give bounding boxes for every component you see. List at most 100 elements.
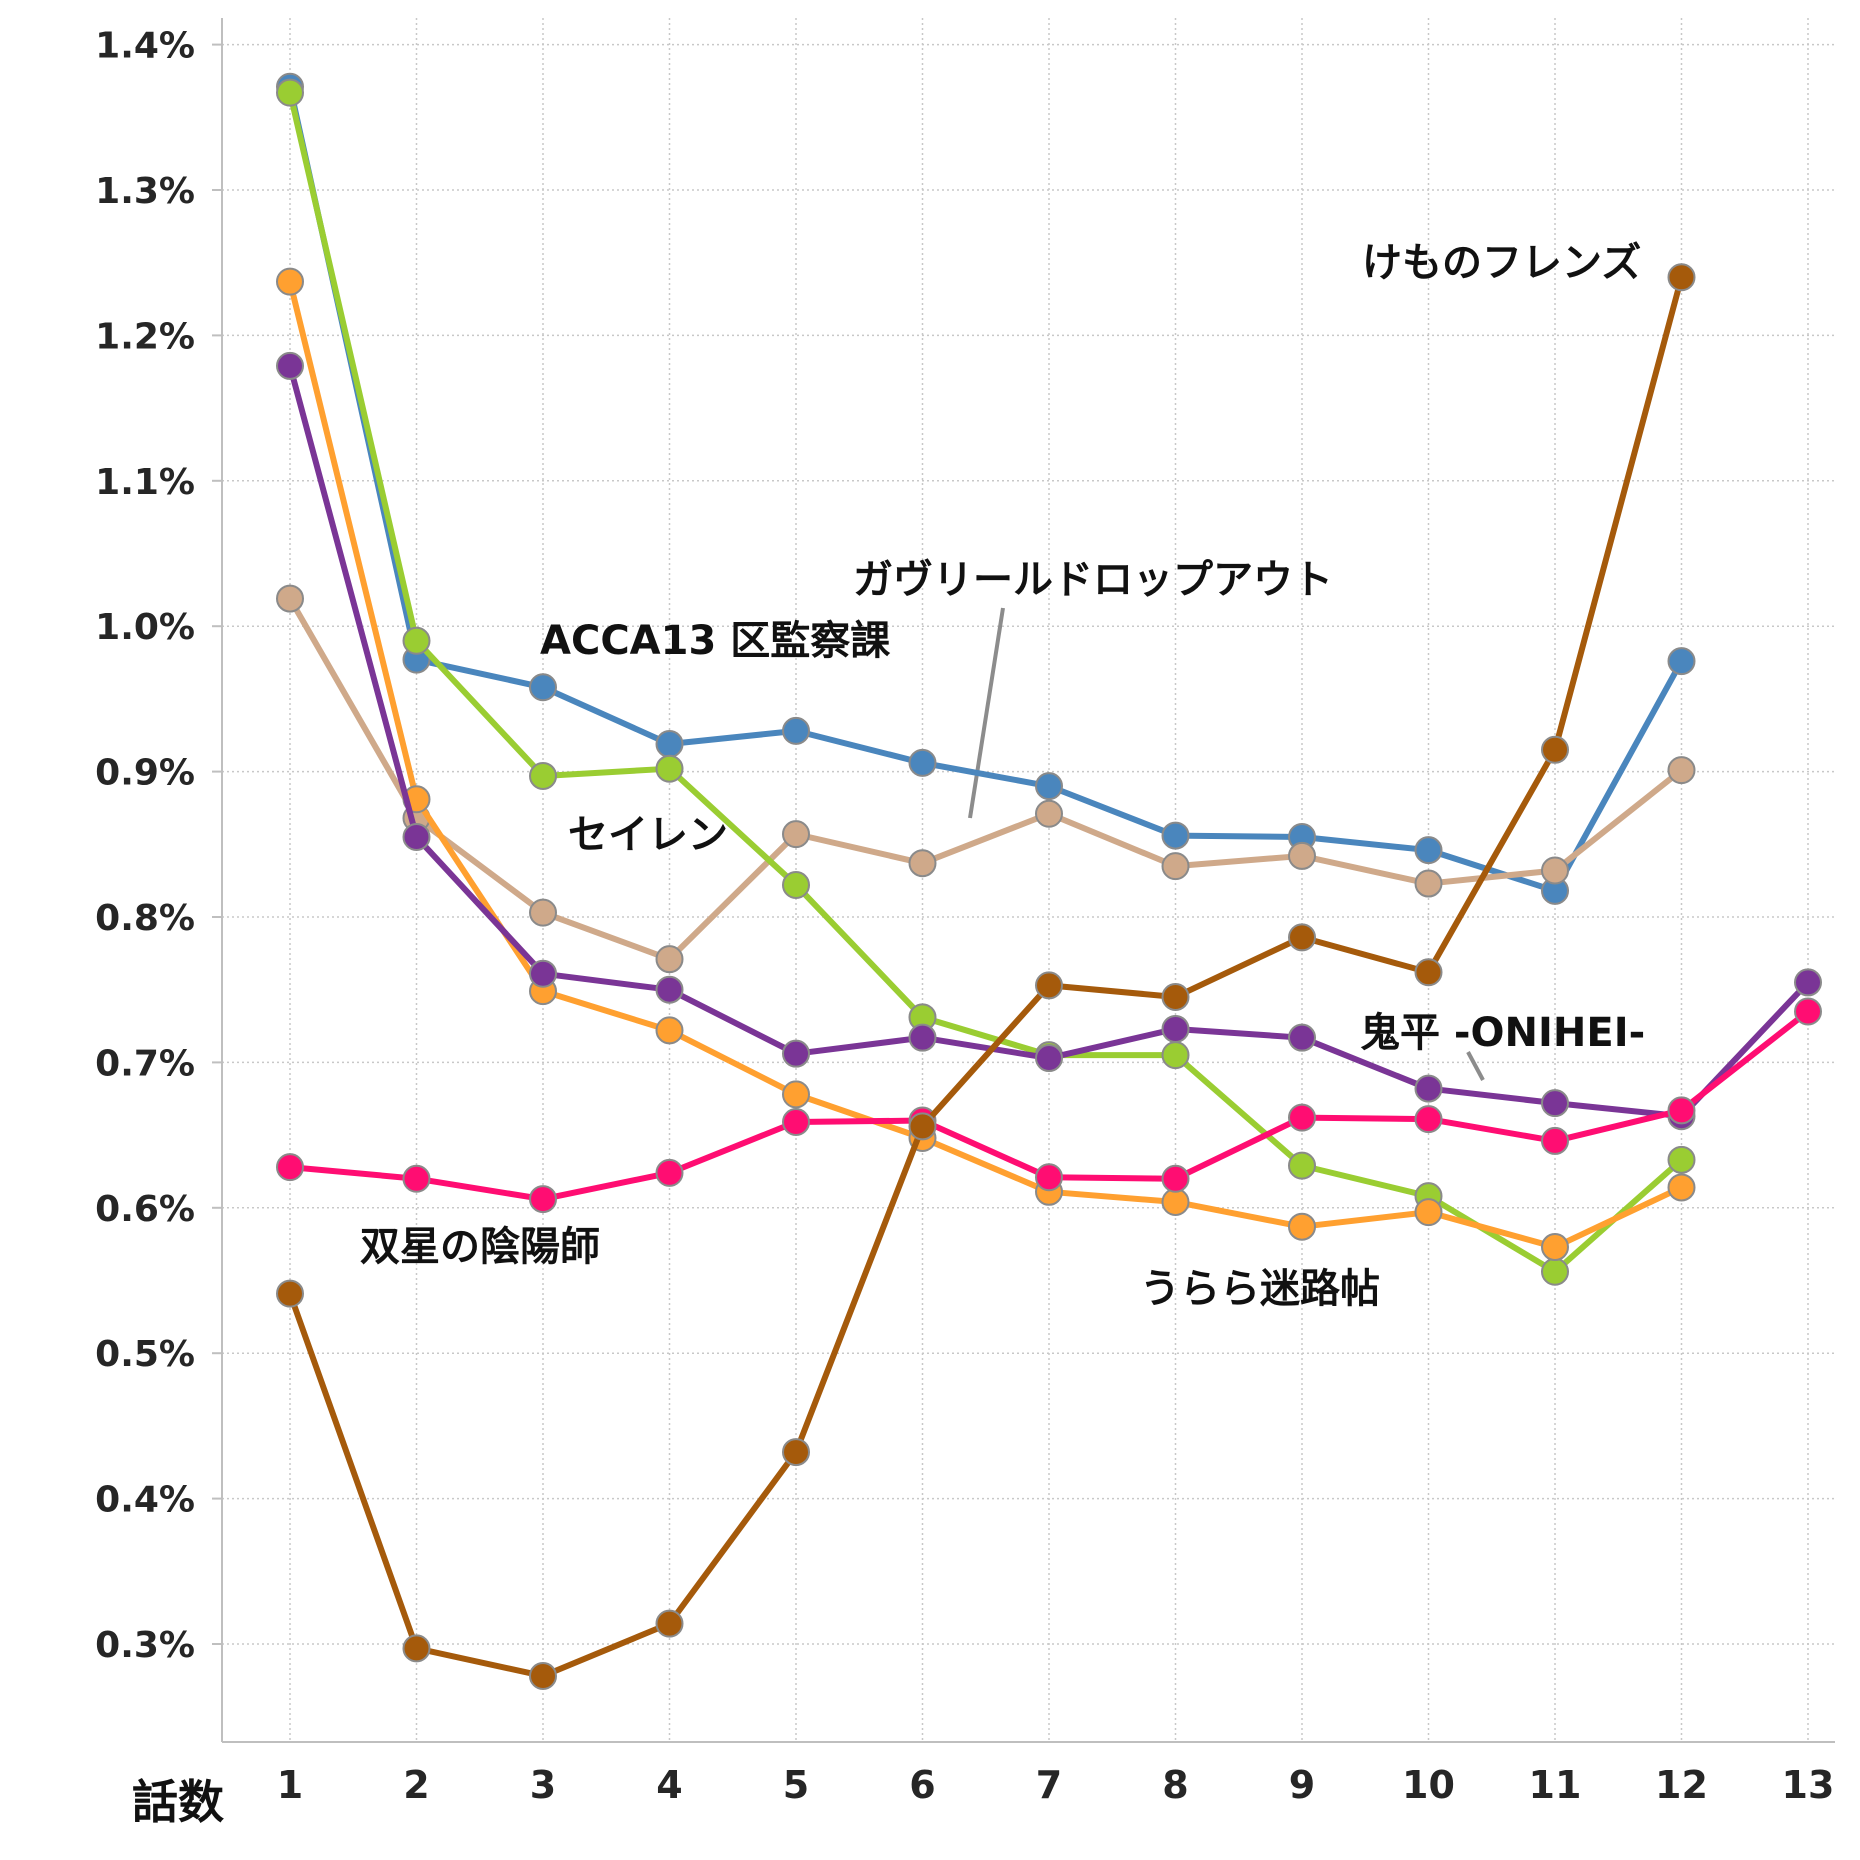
annotation-leader-lines [968, 607, 1485, 1081]
y-tick-label: 0.4% [95, 1480, 195, 1521]
y-tick-label: 0.9% [95, 753, 195, 794]
data-point [529, 673, 557, 702]
data-point [1541, 1233, 1569, 1262]
data-point [782, 1108, 810, 1137]
data-point [1161, 852, 1190, 881]
y-tick-label: 0.5% [95, 1334, 195, 1375]
series-line [287, 91, 1684, 1275]
data-point [1161, 1187, 1190, 1216]
y-tick-label: 1.1% [95, 462, 195, 503]
annotation-sousei-no-onmyouji: 双星の陰陽師 [360, 1224, 600, 1270]
x-tick-label: 8 [1162, 1763, 1188, 1807]
data-point [529, 1185, 557, 1214]
data-point [655, 1609, 684, 1638]
data-point [655, 1016, 684, 1045]
data-point [402, 626, 431, 655]
y-tick-label: 1.2% [95, 316, 195, 357]
data-point [908, 849, 937, 878]
data-point [529, 1661, 557, 1690]
data-point [782, 1080, 810, 1109]
annotation-acca13: ACCA13 区監察課 [540, 618, 890, 664]
data-point [1541, 1126, 1569, 1155]
x-tick-label: 3 [530, 1763, 556, 1807]
x-tick-label: 9 [1289, 1763, 1315, 1807]
data-point [1794, 968, 1822, 997]
data-point [655, 729, 684, 758]
data-point [1667, 263, 1696, 292]
data-point [1414, 1074, 1443, 1103]
data-point [1541, 1257, 1569, 1286]
data-point [529, 959, 557, 988]
annotation-urara-meirocho: うらら迷路帖 [1140, 1266, 1380, 1312]
y-tick-label: 0.6% [95, 1189, 195, 1230]
data-point [1035, 971, 1063, 1000]
series-line [287, 280, 1683, 1251]
annotation-gabriel-dropout: ガヴリールドロップアウト [853, 557, 1333, 603]
x-tick-label: 7 [1036, 1763, 1062, 1807]
data-point [276, 267, 304, 296]
x-tick-label: 2 [403, 1763, 429, 1807]
x-tick-label: 11 [1529, 1763, 1582, 1807]
data-point [529, 761, 557, 790]
data-point [1541, 1089, 1569, 1118]
data-point [1288, 841, 1316, 870]
data-point [655, 975, 684, 1004]
data-point [655, 1158, 684, 1187]
series-line [287, 276, 1685, 1679]
data-point [1541, 856, 1569, 885]
data-point [655, 945, 684, 974]
series-3 [276, 267, 1696, 1262]
y-tick-label: 1.4% [95, 26, 195, 67]
x-tick-labels: 1 2 3 4 5 6 7 8 9 10 11 12 13 [277, 1763, 1835, 1807]
series-0 [276, 72, 1696, 905]
data-point [276, 584, 304, 613]
x-tick-label: 12 [1655, 1763, 1708, 1807]
data-point [1667, 1173, 1696, 1202]
data-point [276, 1153, 304, 1182]
data-point [655, 754, 684, 783]
y-tick-label: 1.0% [95, 607, 195, 648]
series-2 [276, 78, 1696, 1286]
data-point [402, 823, 431, 852]
data-point [782, 716, 810, 745]
annotation-seiren: セイレン [568, 812, 728, 858]
series-line [287, 86, 1685, 894]
data-point [908, 1023, 937, 1052]
data-point [1288, 1023, 1316, 1052]
y-tick-label: 0.8% [95, 898, 195, 939]
y-tick-label: 0.7% [95, 1043, 195, 1084]
data-point [1161, 1041, 1190, 1070]
y-tick-label: 1.3% [95, 171, 195, 212]
data-point [402, 1634, 431, 1663]
data-point [782, 871, 810, 900]
data-point [1288, 923, 1316, 952]
data-point [1161, 1164, 1190, 1193]
data-point [1414, 1198, 1443, 1227]
data-point [1541, 735, 1569, 764]
data-point [1414, 869, 1443, 898]
x-tick-label: 13 [1782, 1763, 1835, 1807]
data-point [1414, 836, 1443, 865]
series-4 [276, 351, 1822, 1131]
data-point [782, 1039, 810, 1068]
data-point [1667, 647, 1696, 676]
series-5 [276, 997, 1822, 1214]
data-point [1035, 772, 1063, 801]
x-axis-label: 話数 [132, 1775, 224, 1829]
data-point [1035, 799, 1063, 828]
x-tick-label: 5 [783, 1763, 809, 1807]
data-point [1035, 1044, 1063, 1073]
annotation-kemono-friends: けものフレンズ [1362, 240, 1641, 286]
data-point [1035, 1163, 1063, 1192]
data-point [1161, 982, 1190, 1011]
data-point [1414, 958, 1443, 987]
data-point [1288, 1151, 1316, 1180]
x-tick-label: 4 [656, 1763, 682, 1807]
y-tick-labels: 0.3% 0.4% 0.5% 0.6% 0.7% 0.8% 0.9% 1.0% 1.1% 1.2%… [95, 26, 195, 1666]
data-point [1794, 997, 1822, 1026]
data-point [782, 1438, 810, 1467]
series-lines [276, 72, 1822, 1690]
data-point [1667, 1145, 1696, 1174]
data-point [529, 898, 557, 927]
